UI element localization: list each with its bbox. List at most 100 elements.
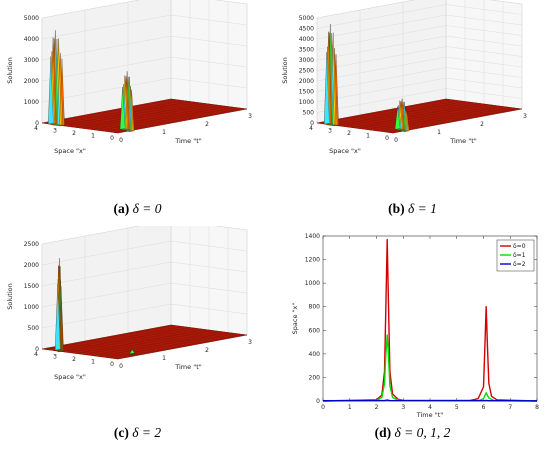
mesh-line xyxy=(79,329,210,355)
caption-c-param: δ = 2 xyxy=(132,425,162,440)
mesh-line xyxy=(102,332,232,358)
t-tick-label: 0 xyxy=(119,137,123,144)
z-tick-label: 1500 xyxy=(24,283,39,290)
caption-c-label: (c) xyxy=(113,425,129,440)
mesh-line xyxy=(86,104,216,130)
y-tick-label: 1200 xyxy=(305,257,320,264)
z-tick-label: 1000 xyxy=(299,99,314,106)
z-tick-label: 5000 xyxy=(24,15,39,22)
x-tick-label: 3 xyxy=(53,354,57,361)
mesh-line xyxy=(64,327,194,353)
x-axis-label: Time "t" xyxy=(416,411,444,419)
legend-label: δ=0 xyxy=(513,243,526,250)
mesh-line xyxy=(70,102,200,127)
z-tick-label: 500 xyxy=(303,110,315,117)
x-tick-label: 1 xyxy=(366,133,370,140)
panel-d: 0 1 2 3 4 5 6 7 8 0 200 400 600 800 1000 1200 1400 Time "… xyxy=(275,226,550,421)
z-tick-label: 3000 xyxy=(299,57,314,64)
mesh-line xyxy=(86,330,216,356)
mesh-line xyxy=(48,99,178,125)
mesh-line xyxy=(95,331,225,357)
z-tick-label: 0 xyxy=(35,120,39,127)
mesh-line xyxy=(83,104,213,129)
z-tick-label: 2500 xyxy=(24,241,39,248)
t-tick-label: 2 xyxy=(205,347,209,354)
x-tick-label: 1 xyxy=(91,133,95,140)
z-tick-label: 0 xyxy=(310,120,314,127)
mesh-line xyxy=(54,326,184,351)
x-axis-label: Space "x" xyxy=(329,147,361,155)
z-tick-label: 4000 xyxy=(24,36,39,43)
x-tick-label: 4 xyxy=(34,125,38,132)
mesh-line xyxy=(92,331,222,356)
mesh-line xyxy=(73,328,203,354)
caption-a: (a) δ = 0 xyxy=(0,201,275,217)
z-tick-label: 2500 xyxy=(299,68,314,75)
mesh-line xyxy=(389,108,519,133)
mesh-line xyxy=(98,332,229,357)
mesh-line xyxy=(114,108,244,133)
mesh-line xyxy=(323,99,453,125)
mesh-line xyxy=(117,108,248,134)
z-tick-label: 1000 xyxy=(24,99,39,106)
surface-peak xyxy=(324,52,330,125)
z-axis-label: Solution xyxy=(6,283,14,309)
t-tick-label: 1 xyxy=(437,129,441,136)
t-axis-label: Time "t" xyxy=(174,363,202,371)
mesh-line xyxy=(105,333,235,358)
panel-a: 0 1000 2000 3000 4000 5000 0 1 2 3 4 3 2 1 0 Time "t" Sp… xyxy=(0,0,275,195)
x-tick-label: 2 xyxy=(72,356,76,363)
mesh-line xyxy=(51,326,181,351)
mesh-line xyxy=(67,328,197,353)
x-tick-label: 4 xyxy=(34,351,38,358)
y-tick-label: 400 xyxy=(309,351,321,358)
y-axis-label: Space "x" xyxy=(291,303,299,335)
z-tick-label: 1500 xyxy=(299,89,314,96)
x-tick-label: 3 xyxy=(53,128,57,135)
mesh-line xyxy=(89,105,219,130)
series-line-1 xyxy=(322,334,538,402)
x-tick-label: 0 xyxy=(110,135,114,142)
t-tick-label: 3 xyxy=(248,339,252,346)
mesh-line xyxy=(354,103,485,129)
z-tick-label: 500 xyxy=(28,325,40,332)
mesh-line xyxy=(54,100,184,125)
x-tick-label: 8 xyxy=(535,404,539,411)
z-tick-label: 3500 xyxy=(299,47,314,54)
x-tick-label: 0 xyxy=(321,404,325,411)
surface-plot-b: 0 500 1000 1500 2000 2500 3000 3500 4000 4500 5000… xyxy=(281,0,527,155)
z-tick-label: 4500 xyxy=(299,26,314,33)
x-tick-label: 7 xyxy=(508,404,512,411)
z-tick-label: 0 xyxy=(35,346,39,353)
mesh-line xyxy=(117,334,248,360)
z-tick-label: 2000 xyxy=(299,78,314,85)
legend-label: δ=1 xyxy=(513,252,526,259)
z-axis-label: Solution xyxy=(6,57,14,83)
surface-peak xyxy=(129,349,136,355)
z-tick-label: 1000 xyxy=(24,304,39,311)
t-tick-label: 3 xyxy=(248,113,252,120)
y-tick-label: 1400 xyxy=(305,233,320,240)
surface-plot-c: 0 500 1000 1500 2000 2500 0 1 2 3 4 3 2 1 0 Time "t" Spa… xyxy=(6,226,252,381)
x-tick-label: 4 xyxy=(428,404,432,411)
x-tick-label: 0 xyxy=(110,361,114,368)
surface-peak xyxy=(119,87,126,130)
caption-c: (c) δ = 2 xyxy=(0,425,275,441)
caption-b-label: (b) xyxy=(388,201,405,216)
line-plot-d: 0 1 2 3 4 5 6 7 8 0 200 400 600 800 1000 1200 1400 Time "… xyxy=(291,233,539,419)
mesh-line xyxy=(41,324,172,350)
t-tick-label: 1 xyxy=(162,129,166,136)
mesh-line xyxy=(45,99,175,124)
x-tick-label: 4 xyxy=(309,125,313,132)
t-tick-label: 2 xyxy=(480,121,484,128)
z-tick-label: 2000 xyxy=(24,262,39,269)
mesh-line xyxy=(364,105,494,130)
x-axis-label: Space "x" xyxy=(54,147,86,155)
mesh-line xyxy=(79,103,210,129)
t-tick-label: 0 xyxy=(394,137,398,144)
panel-c: 0 500 1000 1500 2000 2500 0 1 2 3 4 3 2 1 0 Time "t" Spa… xyxy=(0,226,275,421)
mesh-line xyxy=(114,334,244,359)
mesh-line xyxy=(83,330,213,355)
x-tick-label: 1 xyxy=(91,359,95,366)
mesh-line xyxy=(326,100,456,125)
